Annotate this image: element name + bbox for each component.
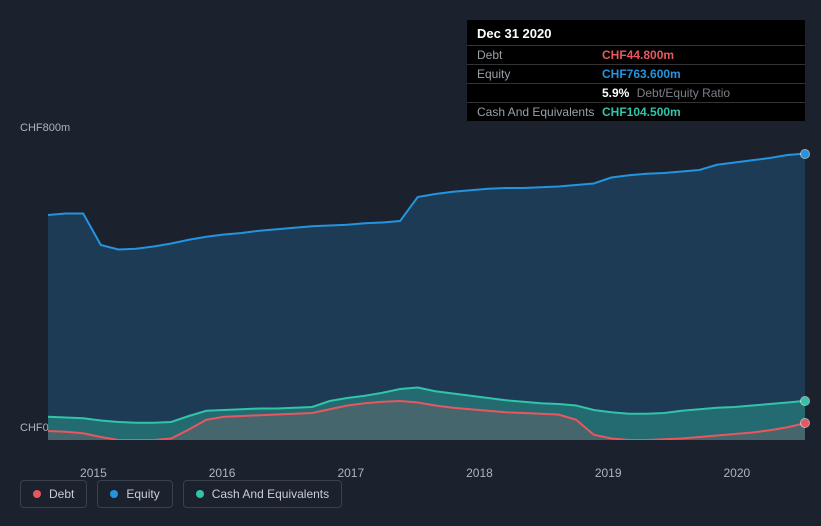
legend-label: Debt bbox=[49, 487, 74, 501]
chart-svg bbox=[48, 140, 805, 440]
y-tick-zero: CHF0 bbox=[20, 422, 49, 434]
info-value-cash: CHF104.500m bbox=[602, 105, 681, 119]
legend-label: Equity bbox=[126, 487, 159, 501]
info-value-ratio: 5.9% Debt/Equity Ratio bbox=[602, 86, 730, 100]
series-end-dot bbox=[801, 419, 809, 427]
legend-item-debt[interactable]: Debt bbox=[20, 480, 87, 508]
legend-dot-icon bbox=[110, 490, 118, 498]
chart-container: Dec 31 2020 Debt CHF44.800m Equity CHF76… bbox=[0, 0, 821, 526]
info-label bbox=[477, 86, 602, 100]
info-row-debt: Debt CHF44.800m bbox=[467, 46, 805, 65]
info-row-cash: Cash And Equivalents CHF104.500m bbox=[467, 103, 805, 121]
x-tick: 2017 bbox=[337, 466, 364, 480]
ratio-pct: 5.9% bbox=[602, 86, 629, 100]
ratio-extra: Debt/Equity Ratio bbox=[637, 86, 730, 100]
info-panel: Dec 31 2020 Debt CHF44.800m Equity CHF76… bbox=[467, 20, 805, 121]
x-tick: 2015 bbox=[80, 466, 107, 480]
legend-dot-icon bbox=[196, 490, 204, 498]
info-value-debt: CHF44.800m bbox=[602, 48, 674, 62]
chart-area[interactable] bbox=[48, 140, 805, 440]
x-tick: 2016 bbox=[209, 466, 236, 480]
info-label: Equity bbox=[477, 67, 602, 81]
info-row-ratio: 5.9% Debt/Equity Ratio bbox=[467, 84, 805, 103]
x-tick: 2019 bbox=[595, 466, 622, 480]
series-end-dot bbox=[801, 397, 809, 405]
series-end-dot bbox=[801, 150, 809, 158]
x-tick: 2018 bbox=[466, 466, 493, 480]
info-label: Debt bbox=[477, 48, 602, 62]
info-label: Cash And Equivalents bbox=[477, 105, 602, 119]
info-panel-date: Dec 31 2020 bbox=[467, 20, 805, 46]
x-tick: 2020 bbox=[724, 466, 751, 480]
legend-item-equity[interactable]: Equity bbox=[97, 480, 172, 508]
y-tick-max: CHF800m bbox=[20, 122, 70, 134]
legend: Debt Equity Cash And Equivalents bbox=[20, 480, 342, 508]
legend-label: Cash And Equivalents bbox=[212, 487, 329, 501]
info-value-equity: CHF763.600m bbox=[602, 67, 681, 81]
info-row-equity: Equity CHF763.600m bbox=[467, 65, 805, 84]
legend-item-cash-and-equivalents[interactable]: Cash And Equivalents bbox=[183, 480, 342, 508]
legend-dot-icon bbox=[33, 490, 41, 498]
